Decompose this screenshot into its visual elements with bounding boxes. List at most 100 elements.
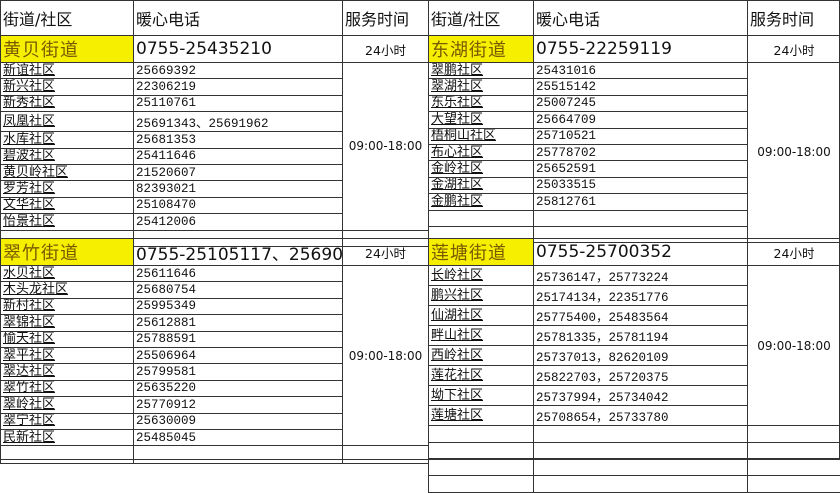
empty-cell — [748, 459, 840, 476]
street-name: 翠竹街道 — [1, 239, 134, 266]
street-hours: 24小时 — [343, 239, 429, 266]
community-name: 水库社区 — [1, 132, 134, 148]
community-phone: 25775400，25483564 — [534, 306, 748, 326]
community-phone: 25708654，25733780 — [534, 406, 748, 426]
community-name: 坳下社区 — [429, 386, 534, 406]
header-row: 街道/社区暖心电话服务时间 — [1, 1, 429, 36]
community-name: 翠锦社区 — [1, 315, 134, 331]
street-hours: 24小时 — [343, 36, 429, 63]
empty-cell — [343, 446, 429, 464]
street-phone: 0755-25435210 — [134, 36, 343, 63]
community-phone: 25652591 — [534, 161, 748, 177]
community-name: 长岭社区 — [429, 266, 534, 286]
community-name: 木头龙社区 — [1, 282, 134, 298]
community-phone: 25788591 — [134, 331, 343, 347]
street-phone: 0755-25105117、25690160 — [134, 239, 343, 266]
service-hours: 09:00-18:00 — [343, 266, 429, 446]
community-phone: 25611646 — [134, 266, 343, 282]
community-phone: 25770912 — [134, 397, 343, 413]
community-name: 布心社区 — [429, 144, 534, 160]
community-phone: 25515142 — [534, 79, 748, 95]
community-phone: 25007245 — [534, 95, 748, 111]
community-phone: 25669392 — [134, 63, 343, 79]
community-name: 梧桐山社区 — [429, 128, 534, 144]
empty-cell — [429, 426, 534, 443]
empty-cell — [134, 446, 343, 464]
community-name: 金岭社区 — [429, 161, 534, 177]
community-phone: 25174134，22351776 — [534, 286, 748, 306]
community-phone: 25108470 — [134, 197, 343, 213]
community-name: 翠湖社区 — [429, 79, 534, 95]
community-name: 翠达社区 — [1, 364, 134, 380]
empty-cell — [429, 442, 534, 459]
community-phone: 82393021 — [134, 181, 343, 197]
community-name: 翠竹社区 — [1, 380, 134, 396]
column-header-name: 街道/社区 — [1, 1, 134, 36]
community-phone: 22306219 — [134, 79, 343, 95]
community-phone: 25635220 — [134, 380, 343, 396]
empty-row — [429, 476, 840, 493]
community-phone: 25506964 — [134, 347, 343, 363]
community-phone: 21520607 — [134, 164, 343, 180]
community-name: 翠宁社区 — [1, 413, 134, 429]
community-phone: 25681353 — [134, 132, 343, 148]
community-name: 水贝社区 — [1, 266, 134, 282]
community-phone: 25110761 — [134, 95, 343, 111]
empty-cell — [429, 459, 534, 476]
column-header-time: 服务时间 — [343, 1, 429, 36]
community-name: 莲花社区 — [429, 366, 534, 386]
street-hours: 24小时 — [748, 36, 840, 63]
community-phone: 25033515 — [534, 177, 748, 193]
community-phone: 25736147，25773224 — [534, 266, 748, 286]
community-name: 仙湖社区 — [429, 306, 534, 326]
empty-cell — [748, 426, 840, 443]
community-name: 翠平社区 — [1, 347, 134, 363]
community-name: 新谊社区 — [1, 63, 134, 79]
community-name: 莲塘社区 — [429, 406, 534, 426]
community-name: 新秀社区 — [1, 95, 134, 111]
community-name: 东乐社区 — [429, 95, 534, 111]
street-name: 莲塘街道 — [429, 239, 534, 266]
community-phone: 25995349 — [134, 298, 343, 314]
empty-cell — [429, 210, 534, 226]
community-phone: 25485045 — [134, 429, 343, 445]
column-header-time: 服务时间 — [748, 1, 840, 36]
empty-cell — [1, 446, 134, 464]
community-name: 愉天社区 — [1, 331, 134, 347]
community-name: 民新社区 — [1, 429, 134, 445]
community-phone: 25612881 — [134, 315, 343, 331]
empty-cell — [748, 476, 840, 493]
community-name: 怡景社区 — [1, 214, 134, 230]
community-name: 翠鹏社区 — [429, 63, 534, 79]
community-phone: 25710521 — [534, 128, 748, 144]
empty-row — [429, 459, 840, 476]
empty-row — [429, 426, 840, 443]
community-name: 西岭社区 — [429, 346, 534, 366]
community-phone: 25664709 — [534, 112, 748, 128]
community-name: 金鹏社区 — [429, 194, 534, 210]
community-name: 罗芳社区 — [1, 181, 134, 197]
empty-cell — [534, 426, 748, 443]
community-name: 翠岭社区 — [1, 397, 134, 413]
empty-cell — [534, 442, 748, 459]
empty-row — [1, 446, 429, 464]
community-name: 碧波社区 — [1, 148, 134, 164]
community-phone: 25431016 — [534, 63, 748, 79]
header-row: 街道/社区暖心电话服务时间 — [429, 1, 840, 36]
community-name: 鹏兴社区 — [429, 286, 534, 306]
community-name: 新兴社区 — [1, 79, 134, 95]
community-phone: 25778702 — [534, 144, 748, 160]
empty-cell — [748, 442, 840, 459]
street-section: 翠竹街道0755-25105117、2569016024小时水贝社区256116… — [0, 238, 429, 464]
service-hours: 09:00-18:00 — [748, 63, 840, 243]
empty-cell — [534, 476, 748, 493]
